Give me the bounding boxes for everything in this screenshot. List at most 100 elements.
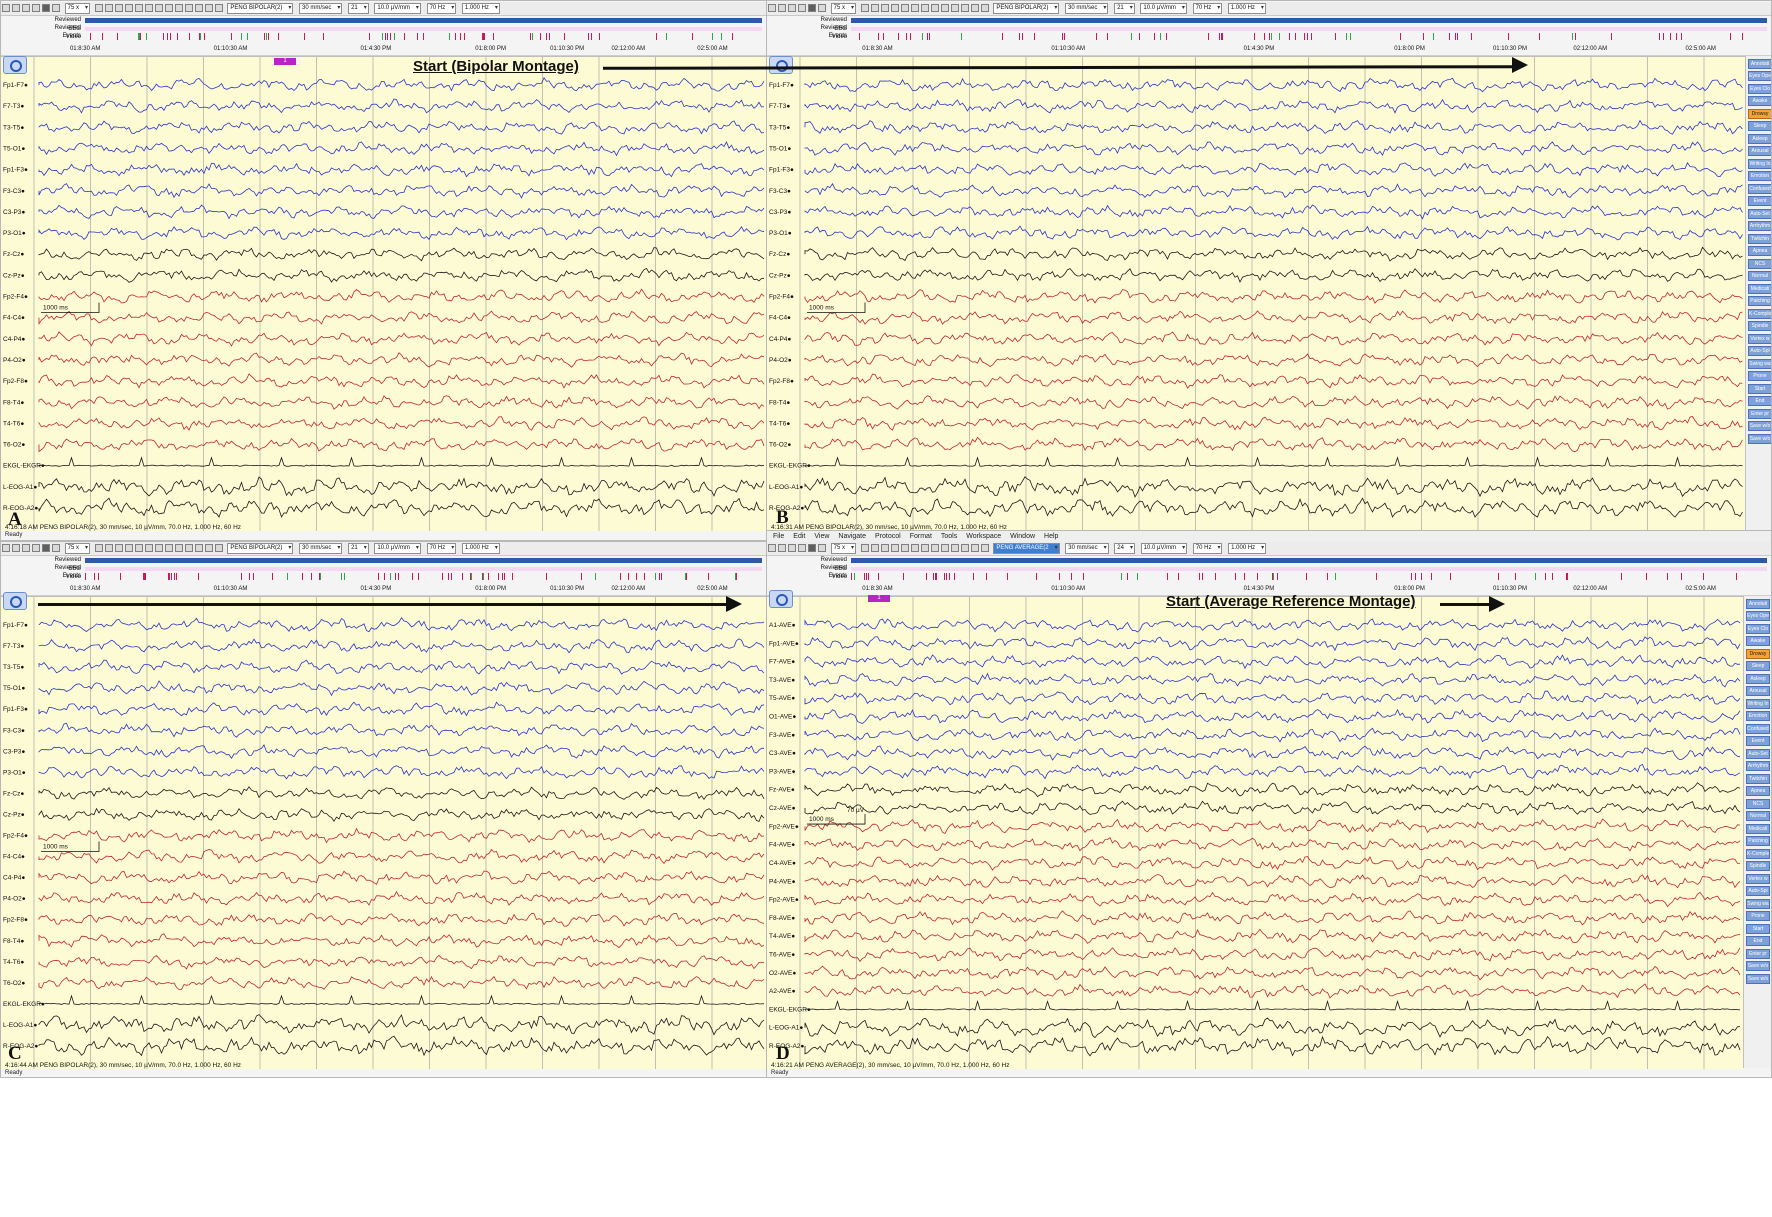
event-mark[interactable]	[1432, 33, 1434, 40]
event-mark[interactable]	[302, 573, 304, 580]
annotation-button[interactable]: Apnea	[1746, 786, 1770, 796]
event-mark[interactable]	[1565, 573, 1567, 580]
delete-icon[interactable]	[960, 544, 969, 552]
channel-label[interactable]: Fz-AVE●	[769, 787, 795, 794]
event-mark[interactable]	[659, 573, 661, 580]
event-mark[interactable]	[883, 33, 885, 40]
event-mark[interactable]	[200, 33, 202, 40]
zoom-icon[interactable]	[930, 4, 939, 12]
channel-label[interactable]: P4-AVE●	[769, 878, 796, 885]
split-icon[interactable]	[124, 544, 133, 552]
annotation-button[interactable]: Sleep	[1748, 121, 1771, 131]
event-mark[interactable]	[655, 33, 657, 40]
annotation-button[interactable]: Patching	[1748, 296, 1771, 306]
event-mark[interactable]	[906, 33, 908, 40]
channel-label[interactable]: F3-AVE●	[769, 732, 795, 739]
event-mark[interactable]	[858, 33, 860, 40]
event-mark[interactable]	[482, 33, 484, 40]
event-mark[interactable]	[249, 573, 251, 580]
channel-label[interactable]: F7-AVE●	[769, 659, 795, 666]
annotation-button[interactable]: Event	[1746, 736, 1770, 746]
channel-label[interactable]: R-EOG-A2●	[769, 1043, 804, 1050]
annotation-button[interactable]: Eyes Ope	[1746, 611, 1770, 621]
event-mark[interactable]	[1083, 573, 1085, 580]
event-mark[interactable]	[949, 573, 951, 580]
event-mark[interactable]	[85, 573, 87, 580]
event-mark[interactable]	[461, 573, 463, 580]
edit-icon[interactable]	[184, 4, 193, 12]
menu-item[interactable]: Format	[909, 533, 932, 540]
event-mark[interactable]	[1272, 573, 1274, 580]
events-track[interactable]: Events	[1, 32, 766, 41]
event-mark[interactable]	[287, 573, 289, 580]
event-mark[interactable]	[481, 33, 483, 40]
event-mark[interactable]	[1538, 33, 1540, 40]
event-mark[interactable]	[460, 33, 462, 40]
annotation-button[interactable]: Medicati	[1746, 823, 1770, 834]
events-track[interactable]: Events	[767, 32, 1771, 41]
channel-label[interactable]: R-EOG-A2●	[769, 505, 804, 512]
event-mark[interactable]	[377, 573, 379, 580]
channel-label[interactable]: R-EOG-A2●	[3, 505, 38, 512]
event-mark[interactable]	[1264, 33, 1266, 40]
annotation-button[interactable]: Awake	[1746, 636, 1770, 646]
event-mark[interactable]	[1311, 33, 1313, 40]
event-mark[interactable]	[1621, 573, 1623, 580]
annotation-button[interactable]: NCS	[1748, 258, 1771, 269]
annotation-button[interactable]: Confused	[1748, 183, 1771, 194]
delete-icon[interactable]	[194, 544, 203, 552]
music-icon[interactable]	[114, 544, 123, 552]
event-mark[interactable]	[204, 33, 206, 40]
delete-icon[interactable]	[194, 4, 203, 12]
play-icon[interactable]	[52, 4, 60, 12]
event-mark[interactable]	[385, 33, 387, 40]
view-eye-icon[interactable]	[3, 592, 27, 610]
channel-label[interactable]: P3-O1●	[769, 230, 792, 237]
channel-label[interactable]: P3-AVE●	[769, 768, 796, 775]
split-icon[interactable]	[890, 544, 899, 552]
event-mark[interactable]	[119, 573, 121, 580]
event-mark[interactable]	[1572, 33, 1574, 40]
event-mark[interactable]	[483, 573, 485, 580]
cursor-icon[interactable]	[94, 544, 103, 552]
event-mark[interactable]	[246, 33, 248, 40]
annotation-button[interactable]: Eyes Ope	[1748, 71, 1771, 81]
event-mark[interactable]	[94, 573, 96, 580]
annotation-button[interactable]: Annotati	[1746, 598, 1770, 609]
event-mark[interactable]	[1001, 33, 1003, 40]
event-mark[interactable]	[1507, 33, 1509, 40]
channel-label[interactable]: T5-O1●	[769, 145, 791, 152]
event-mark[interactable]	[1514, 573, 1516, 580]
eeg-traces[interactable]: Fp1-F7● F7-T3● T3-T5● T5-O1● Fp1-F3● F3-C3● C3…	[1, 597, 767, 1069]
event-mark[interactable]	[117, 33, 119, 40]
view-eye-icon[interactable]	[3, 56, 27, 74]
low-filter-select[interactable]: 1.000 Hz	[461, 3, 500, 14]
event-mark[interactable]	[654, 573, 656, 580]
event-mark[interactable]	[595, 573, 597, 580]
event-mark[interactable]	[1295, 33, 1297, 40]
channel-label[interactable]: Fp1-F7●	[769, 82, 794, 89]
delete-icon[interactable]	[960, 4, 969, 12]
channel-label[interactable]: F7-T3●	[769, 103, 790, 110]
undo-icon[interactable]	[134, 544, 143, 552]
channel-label[interactable]: Fp1-AVE●	[769, 640, 799, 647]
channel-label[interactable]: Fz-Cz●	[3, 790, 24, 797]
annotation-button[interactable]: Asleep	[1748, 133, 1771, 144]
annotation-button[interactable]: Apnea	[1748, 246, 1771, 256]
low-filter-select[interactable]: 1.000 Hz	[1227, 3, 1266, 14]
channel-label[interactable]: C3-P3●	[3, 748, 25, 755]
event-mark[interactable]	[1137, 573, 1139, 580]
save-icon[interactable]	[2, 544, 10, 552]
note-icon[interactable]	[204, 4, 213, 12]
event-mark[interactable]	[323, 33, 325, 40]
event-mark[interactable]	[935, 573, 937, 580]
event-mark[interactable]	[1350, 33, 1352, 40]
montage-select[interactable]: PENG AVERAGE(2	[993, 543, 1060, 554]
play-back-icon[interactable]	[808, 544, 816, 552]
event-mark[interactable]	[422, 33, 424, 40]
high-filter-select[interactable]: 70 Hz	[426, 543, 457, 554]
trace-area[interactable]: Fp1-F7● F7-T3● T3-T5● T5-O1● Fp1-F3● F3-C3● C3…	[767, 56, 1745, 531]
channel-label[interactable]: T4-T6●	[3, 959, 24, 966]
event-mark[interactable]	[163, 33, 165, 40]
filter-icon[interactable]	[144, 4, 153, 12]
